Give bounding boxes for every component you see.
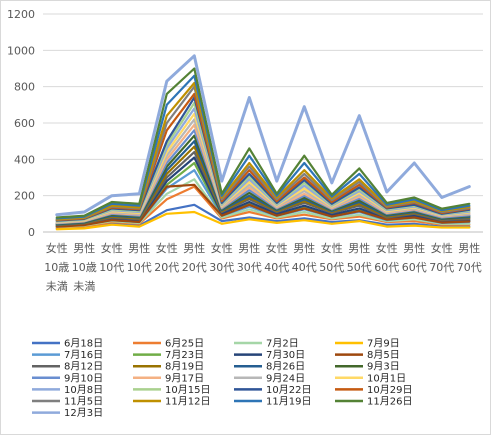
x-tick-label: 未満	[46, 280, 68, 293]
series-line	[55, 183, 471, 228]
legend-label: 9月3日	[367, 361, 400, 373]
x-tick-label: 30代	[209, 261, 234, 274]
x-tick-label: 60代	[402, 261, 427, 274]
x-tick-label: 女性	[156, 241, 178, 255]
x-tick-label: 男性	[348, 241, 370, 255]
x-tick-label: 女性	[376, 241, 398, 255]
legend-label: 7月9日	[367, 338, 400, 350]
legend-label: 10月8日	[64, 384, 103, 396]
legend-label: 10月29日	[367, 384, 412, 396]
legend-label: 8月5日	[367, 349, 400, 361]
x-tick-label: 男性	[293, 241, 315, 255]
legend-label: 10月15日	[165, 384, 210, 396]
legend-label: 9月24日	[266, 372, 305, 384]
legend-label: 9月17日	[165, 372, 204, 384]
series-lines	[55, 54, 471, 231]
legend-label: 7月23日	[165, 349, 204, 361]
legend: 6月18日 6月25日 7月2日 7月9日 7月16日 7月23日 7月30日 8月5日 8月1…	[32, 338, 412, 419]
x-tick-label: 20代	[182, 261, 207, 274]
x-tick-label: 男性	[183, 241, 205, 255]
x-tick-label: 女性	[211, 241, 233, 255]
legend-label: 8月12日	[64, 361, 103, 373]
x-tick-label: 10代	[127, 261, 152, 274]
legend-label: 11月5日	[64, 396, 103, 408]
x-tick-label: 女性	[101, 241, 123, 255]
legend-label: 6月18日	[64, 338, 103, 350]
x-tick-label: 女性	[46, 241, 68, 255]
x-tick-label: 男性	[128, 241, 150, 255]
legend-label: 8月26日	[266, 361, 305, 373]
legend-label: 10月1日	[367, 372, 406, 384]
x-tick-label: 40代	[264, 261, 289, 274]
legend-label: 9月10日	[64, 372, 103, 384]
y-tick-label: 1000	[7, 44, 35, 57]
legend-label: 6月25日	[165, 338, 204, 350]
legend-label: 7月30日	[266, 349, 305, 361]
x-tick-label: 60代	[374, 261, 399, 274]
series-line	[55, 67, 471, 219]
legend-label: 10月22日	[266, 384, 311, 396]
x-tick-label: 70代	[457, 261, 482, 274]
x-tick-label: 女性	[431, 241, 453, 255]
legend-label: 8月19日	[165, 361, 204, 373]
y-tick-label: 200	[14, 190, 35, 203]
x-tick-label: 男性	[403, 241, 425, 255]
x-tick-label: 女性	[321, 241, 343, 255]
series-line	[55, 74, 471, 220]
legend-label: 11月12日	[165, 396, 210, 408]
x-tick-label: 男性	[238, 241, 260, 255]
x-tick-label: 10歳	[44, 261, 69, 274]
x-tick-label: 70代	[429, 261, 454, 274]
legend-label: 7月16日	[64, 349, 103, 361]
series-line	[55, 210, 471, 231]
y-tick-label: 1200	[7, 8, 35, 21]
x-tick-label: 男性	[458, 241, 480, 255]
y-axis: 0 200 400 600 800 1000 1200	[7, 8, 35, 239]
y-tick-label: 800	[14, 81, 35, 94]
x-tick-label: 30代	[237, 261, 262, 274]
series-line	[55, 81, 471, 221]
legend-label: 12月3日	[64, 407, 103, 419]
x-tick-label: 40代	[292, 261, 317, 274]
legend-label: 11月26日	[367, 396, 412, 408]
x-tick-label: 女性	[266, 241, 288, 255]
x-tick-label: 20代	[154, 261, 179, 274]
x-tick-label: 50代	[319, 261, 344, 274]
x-tick-label: 10代	[99, 261, 124, 274]
x-tick-label: 10歳	[72, 261, 97, 274]
y-tick-label: 0	[28, 226, 35, 239]
x-tick-label: 未満	[73, 280, 95, 293]
series-line	[55, 54, 471, 217]
y-tick-label: 400	[14, 153, 35, 166]
y-tick-label: 600	[14, 117, 35, 130]
legend-label: 11月19日	[266, 396, 311, 408]
x-tick-label: 男性	[73, 241, 95, 255]
legend-label: 7月2日	[266, 338, 299, 350]
x-tick-label: 50代	[347, 261, 372, 274]
